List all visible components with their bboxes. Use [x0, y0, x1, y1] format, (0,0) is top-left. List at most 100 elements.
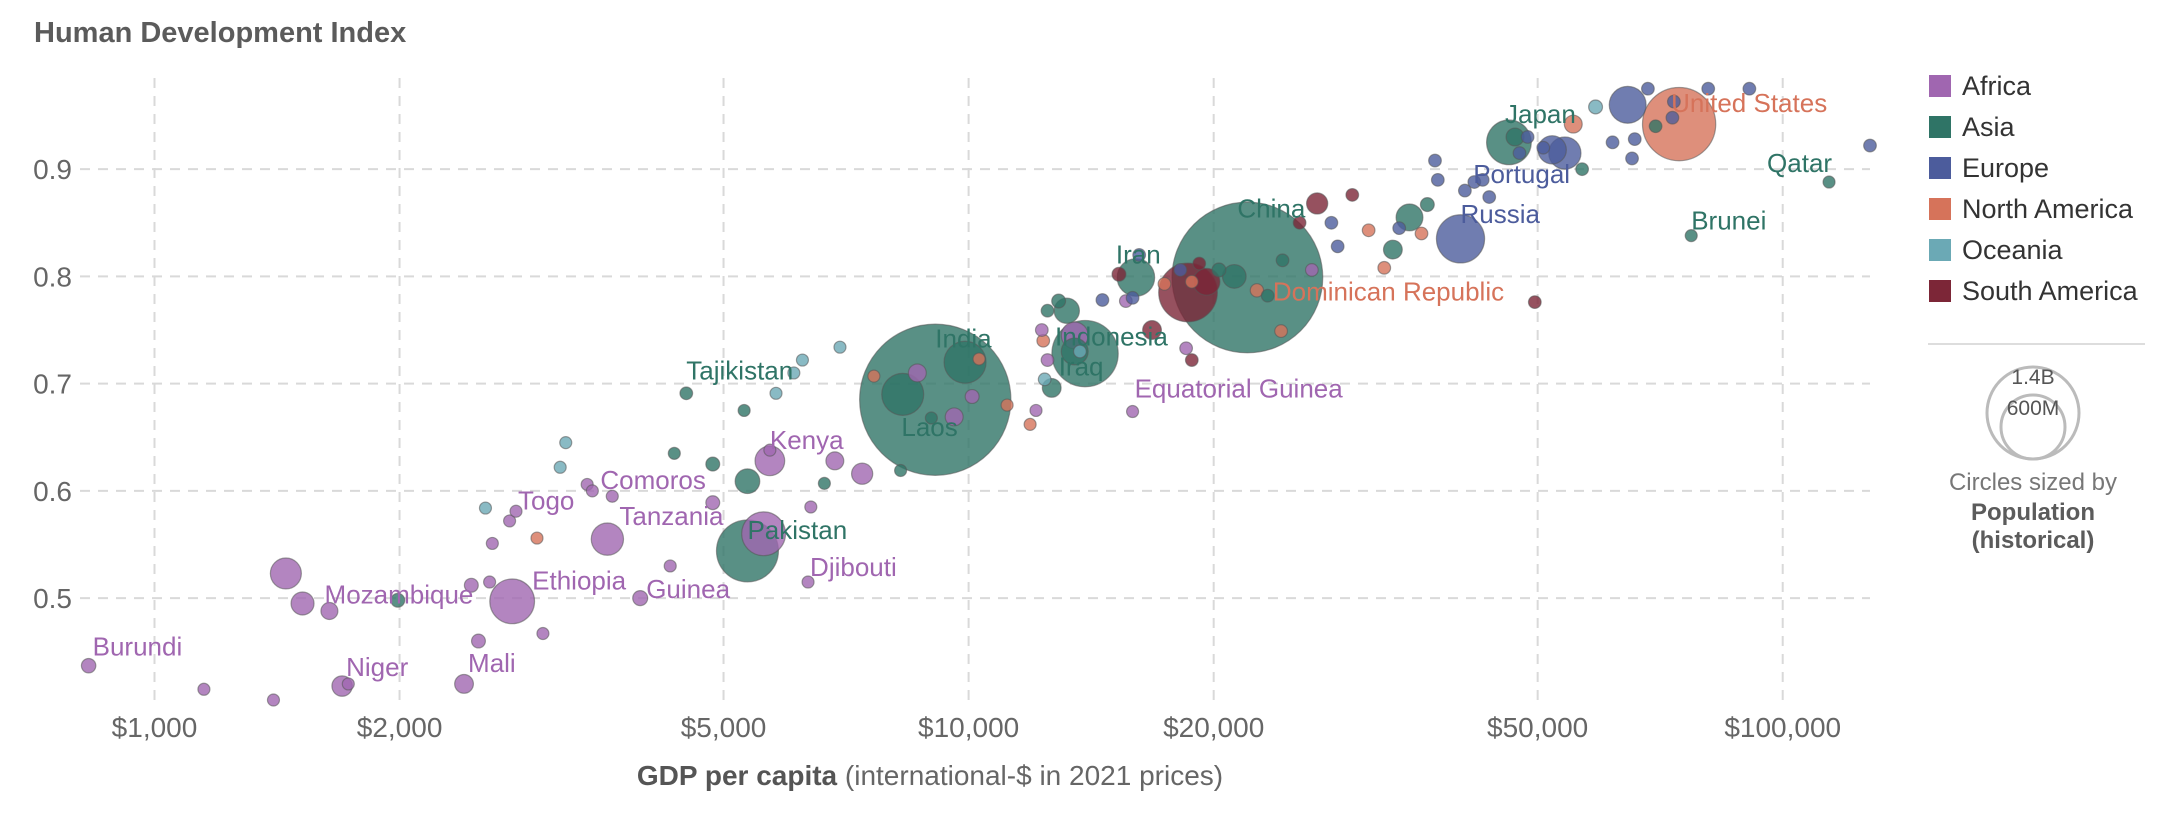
data-label: India [935, 324, 992, 354]
data-label: Qatar [1767, 148, 1832, 178]
data-point [1414, 226, 1429, 241]
data-label: Iraq [1059, 351, 1104, 381]
data-point [1428, 153, 1442, 168]
x-axis-title: GDP per capita (international-$ in 2021 … [637, 760, 1223, 791]
data-point [1184, 274, 1199, 289]
data-point [1330, 239, 1345, 254]
data-point [817, 476, 831, 490]
data-point [1324, 215, 1339, 230]
data-point [1742, 81, 1757, 96]
data-point [741, 511, 787, 557]
data-point [1475, 172, 1490, 187]
data-point [478, 501, 493, 515]
legend-entry[interactable]: Africa [1962, 71, 2032, 101]
x-tick-label: $20,000 [1163, 712, 1264, 743]
legend-entry[interactable]: South America [1962, 276, 2139, 306]
data-point [1627, 132, 1642, 147]
legend-entry[interactable]: Europe [1962, 153, 2049, 183]
legend-swatch[interactable] [1929, 75, 1951, 97]
data-point [1184, 353, 1199, 367]
data-label: Djibouti [810, 552, 897, 582]
data-point [470, 633, 486, 649]
y-tick-label: 0.7 [33, 369, 72, 400]
data-point [1173, 263, 1188, 277]
data-point [1040, 303, 1055, 318]
y-tick-label: 0.6 [33, 476, 72, 507]
size-legend-note: Circles sized by [1949, 469, 2117, 496]
data-point [290, 591, 315, 616]
size-legend-large-label: 1.4B [2011, 366, 2054, 389]
data-point [1132, 248, 1147, 262]
data-label: Ethiopia [532, 565, 626, 595]
data-point [1034, 323, 1049, 337]
data-point [1142, 320, 1163, 340]
data-point [1377, 260, 1392, 275]
data-label: Mozambique [325, 579, 474, 609]
data-point [769, 386, 783, 400]
data-label: Equatorial Guinea [1135, 374, 1344, 404]
x-axis-title-rest: (international-$ in 2021 prices) [837, 760, 1223, 791]
data-point [825, 451, 845, 471]
data-point [80, 657, 97, 674]
data-point [1666, 94, 1681, 109]
x-tick-label: $1,000 [112, 712, 198, 743]
data-point [787, 366, 801, 380]
y-tick-label: 0.5 [33, 583, 72, 614]
y-axis-title: Human Development Index [34, 17, 406, 49]
data-point [924, 411, 938, 425]
data-point [1520, 130, 1535, 144]
data-point [1361, 223, 1376, 238]
legend-swatch[interactable] [1929, 239, 1951, 261]
data-point [1641, 86, 1717, 162]
data-point [1345, 187, 1360, 202]
data-point [553, 460, 567, 474]
y-tick-label: 0.9 [33, 154, 72, 185]
y-tick-label: 0.8 [33, 261, 72, 292]
data-point [1608, 85, 1647, 124]
data-label: Portugal [1473, 159, 1570, 189]
legend-swatch[interactable] [1929, 280, 1951, 302]
data-point [1684, 229, 1698, 243]
data-point [1665, 110, 1680, 125]
data-label: Indonesia [1055, 322, 1168, 352]
data-point [1211, 262, 1227, 278]
x-tick-label: $2,000 [357, 712, 443, 743]
data-label: Russia [1461, 199, 1541, 229]
x-tick-label: $10,000 [918, 712, 1019, 743]
data-point [1260, 288, 1275, 303]
data-point [605, 489, 619, 503]
legend-swatch[interactable] [1929, 157, 1951, 179]
data-point [1029, 403, 1043, 418]
size-legend-small-circle [1999, 393, 2067, 461]
data-point [1179, 341, 1194, 356]
data-point [663, 559, 677, 573]
data-label: China [1237, 193, 1305, 223]
data-point [1111, 266, 1127, 282]
legend-entry[interactable]: Asia [1962, 112, 2016, 142]
data-point [1192, 256, 1207, 271]
data-point [1274, 324, 1289, 339]
legend-swatch[interactable] [1929, 116, 1951, 138]
data-point [320, 601, 339, 621]
data-point [1304, 263, 1319, 277]
data-point [1457, 183, 1472, 198]
data-point [1605, 135, 1620, 150]
size-legend-population: Population [1971, 499, 2095, 526]
data-point [1125, 404, 1140, 419]
data-point [893, 463, 908, 478]
data-label: Comoros [600, 465, 705, 495]
legend-swatch[interactable] [1929, 198, 1951, 220]
data-label: Mali [468, 648, 516, 678]
data-point [1051, 293, 1067, 309]
data-point [483, 575, 497, 589]
data-point [1419, 197, 1435, 213]
legend-entry[interactable]: North America [1962, 194, 2134, 224]
x-tick-label: $100,000 [1724, 712, 1841, 743]
data-point [559, 436, 573, 450]
legend-entry[interactable]: Oceania [1962, 235, 2064, 265]
data-point [530, 531, 544, 545]
data-point [1000, 398, 1014, 412]
data-point [590, 522, 625, 556]
data-point [1023, 417, 1037, 431]
data-label: Dominican Republic [1273, 276, 1504, 306]
